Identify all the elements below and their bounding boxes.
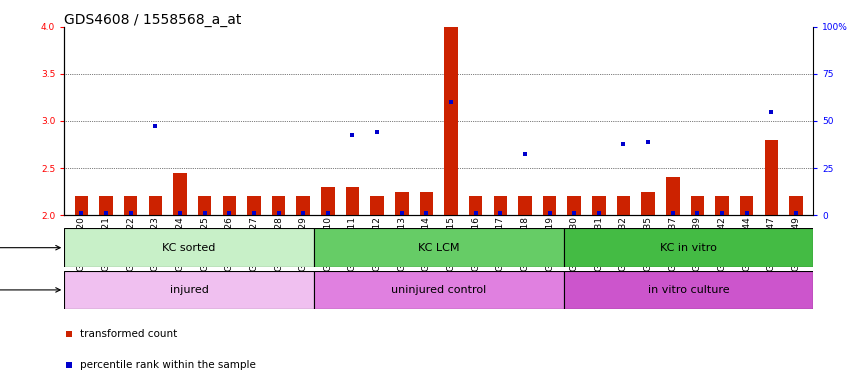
Bar bbox=[74, 196, 88, 215]
Bar bbox=[271, 196, 285, 215]
Bar bbox=[173, 173, 187, 215]
Bar bbox=[296, 196, 310, 215]
Bar bbox=[641, 192, 655, 215]
Text: uninjured control: uninjured control bbox=[391, 285, 486, 295]
Bar bbox=[124, 196, 138, 215]
Text: percentile rank within the sample: percentile rank within the sample bbox=[80, 360, 256, 370]
Bar bbox=[616, 196, 630, 215]
Text: GDS4608 / 1558568_a_at: GDS4608 / 1558568_a_at bbox=[64, 13, 241, 27]
Bar bbox=[346, 187, 360, 215]
Bar bbox=[64, 271, 314, 309]
Bar bbox=[64, 228, 314, 267]
Bar bbox=[764, 140, 778, 215]
Bar bbox=[568, 196, 581, 215]
Bar bbox=[716, 196, 728, 215]
Text: KC in vitro: KC in vitro bbox=[660, 243, 716, 253]
Bar bbox=[314, 271, 563, 309]
Bar bbox=[247, 196, 261, 215]
Bar bbox=[494, 196, 507, 215]
Bar bbox=[444, 27, 458, 215]
Bar bbox=[789, 196, 803, 215]
Text: protocol: protocol bbox=[0, 285, 60, 295]
Bar bbox=[666, 177, 680, 215]
Text: KC LCM: KC LCM bbox=[418, 243, 460, 253]
Bar bbox=[518, 196, 532, 215]
Text: KC sorted: KC sorted bbox=[163, 243, 216, 253]
Bar bbox=[592, 196, 606, 215]
Bar bbox=[321, 187, 335, 215]
Bar bbox=[223, 196, 236, 215]
Bar bbox=[543, 196, 556, 215]
Bar bbox=[469, 196, 483, 215]
Bar bbox=[198, 196, 211, 215]
Text: injured: injured bbox=[169, 285, 209, 295]
Bar bbox=[419, 192, 433, 215]
Bar bbox=[691, 196, 704, 215]
Text: cell type: cell type bbox=[0, 243, 60, 253]
Bar bbox=[563, 228, 813, 267]
Bar bbox=[371, 196, 383, 215]
Bar bbox=[149, 196, 162, 215]
Bar bbox=[395, 192, 408, 215]
Text: transformed count: transformed count bbox=[80, 329, 178, 339]
Bar bbox=[740, 196, 753, 215]
Bar bbox=[99, 196, 113, 215]
Bar bbox=[314, 228, 563, 267]
Bar bbox=[563, 271, 813, 309]
Text: in vitro culture: in vitro culture bbox=[647, 285, 729, 295]
